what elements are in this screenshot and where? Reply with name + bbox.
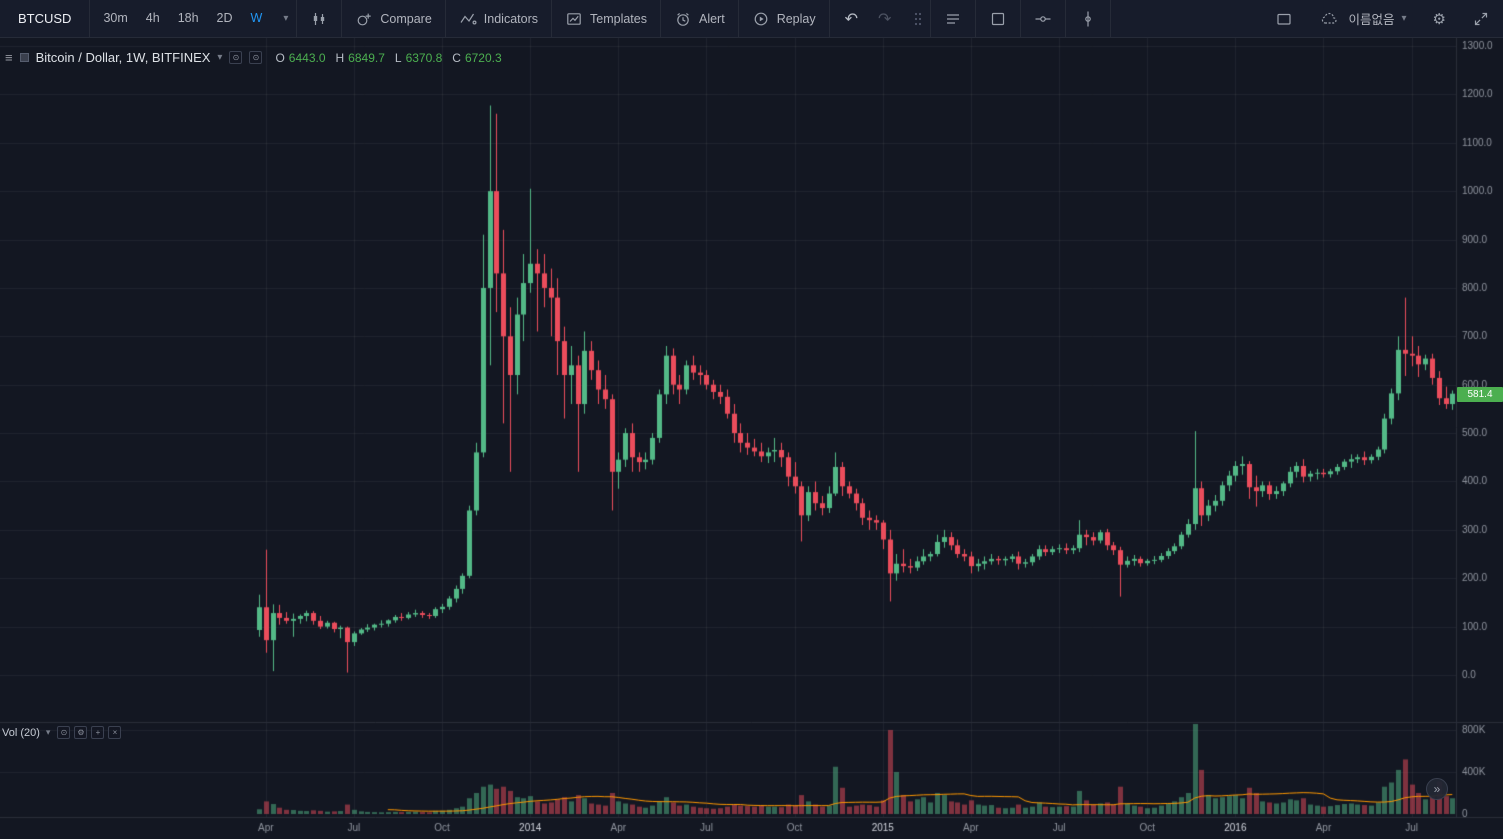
legend-menu-icon[interactable]: ≡ <box>5 50 13 65</box>
toolbar-divider <box>89 0 91 37</box>
alert-label: Alert <box>698 11 725 26</box>
toolbar-drag-handle[interactable] <box>906 0 930 37</box>
toolbar-divider <box>975 0 977 37</box>
replay-label: Replay <box>776 11 816 26</box>
close-value: 6720.3 <box>464 50 502 65</box>
templates-label: Templates <box>590 11 647 26</box>
replay-icon <box>754 12 768 25</box>
interval-button[interactable]: 18h <box>169 0 208 37</box>
layout-name-label: 이름없음 <box>1348 13 1395 27</box>
redo-button[interactable]: ↷ <box>869 9 900 29</box>
rectangle-icon <box>992 12 1005 25</box>
volume-study-title[interactable]: Vol (20) <box>2 726 40 739</box>
toolbar-right-group: 이름없음 ▾ ⚙ <box>1262 0 1503 37</box>
replay-button[interactable]: Replay <box>739 0 829 37</box>
close-icon[interactable]: × <box>108 726 122 739</box>
panel-rows-button[interactable] <box>931 0 975 37</box>
toolbar-divider <box>1110 0 1112 37</box>
series-icon <box>19 53 29 62</box>
scroll-to-end-button[interactable]: » <box>1426 778 1448 800</box>
toolbar-divider <box>737 0 739 37</box>
plus-icon[interactable]: + <box>91 726 105 739</box>
grip-dots-icon <box>915 12 922 25</box>
cloud-icon <box>1321 12 1337 24</box>
indicators-icon <box>460 13 477 25</box>
high-value: 6849.7 <box>348 50 385 65</box>
close-label: C <box>452 50 461 65</box>
frame-icon <box>1276 13 1291 25</box>
cloud-save-button[interactable] <box>1306 0 1345 37</box>
candles-icon <box>314 12 325 25</box>
dot-toggle-icon[interactable]: ⊙ <box>249 51 263 64</box>
alert-button[interactable]: Alert <box>661 0 738 37</box>
toolbar-divider <box>1065 0 1067 37</box>
interval-button[interactable]: 30m <box>94 0 136 37</box>
open-label: O <box>275 50 285 65</box>
series-title[interactable]: Bitcoin / Dollar, 1W, BITFINEX <box>35 50 211 65</box>
toolbar-divider <box>930 0 932 37</box>
low-value: 6370.8 <box>405 50 443 65</box>
toolbar-divider <box>551 0 552 37</box>
high-label: H <box>335 50 345 65</box>
toolbar-divider <box>341 0 343 37</box>
symbol-label: BTCUSD <box>18 11 72 26</box>
toolbar-divider <box>828 0 830 37</box>
chart-style-button[interactable] <box>297 0 341 37</box>
compare-button[interactable]: Compare <box>342 0 444 37</box>
interval-button[interactable]: 2D <box>208 0 242 37</box>
screenshot-button[interactable] <box>1262 0 1306 37</box>
compare-icon <box>357 13 372 25</box>
interval-button[interactable]: 4h <box>137 0 169 37</box>
gear-icon[interactable]: ⚙ <box>74 726 88 739</box>
layout-caret-icon: ▾ <box>1401 13 1407 24</box>
eye-icon[interactable]: ⊙ <box>229 51 243 64</box>
templates-icon <box>567 12 581 25</box>
line-marker-icon <box>1035 15 1051 22</box>
gear-icon: ⚙ <box>1432 10 1446 28</box>
indicators-button[interactable]: Indicators <box>446 0 551 37</box>
toolbar-divider <box>1020 0 1022 37</box>
chart-settings-button[interactable]: ⚙ <box>1420 0 1459 37</box>
toolbar-divider <box>444 0 446 37</box>
low-label: L <box>394 50 402 65</box>
price-chart-canvas[interactable] <box>0 38 1503 839</box>
rectangle-tool-button[interactable] <box>976 0 1020 37</box>
vertical-line-tool-button[interactable] <box>1066 0 1110 37</box>
rows-icon <box>947 13 960 24</box>
fullscreen-icon <box>1474 12 1488 25</box>
layout-name-dropdown[interactable]: 이름없음 ▾ <box>1345 0 1420 37</box>
alert-clock-icon <box>677 12 689 26</box>
toolbar-divider <box>659 0 661 37</box>
volume-legend: Vol (20) ▾ ⊙ ⚙ + × <box>2 726 122 739</box>
history-group: ↶ ↷ <box>830 0 907 37</box>
ohlc-values: O 6443.0 H 6849.7 L 6370.8 C 6720.3 <box>275 51 507 65</box>
eye-icon[interactable]: ⊙ <box>57 726 71 739</box>
open-value: 6443.0 <box>288 50 326 65</box>
chevron-down-icon[interactable]: ▾ <box>45 727 51 737</box>
chevron-down-icon[interactable]: ▾ <box>217 52 223 63</box>
templates-button[interactable]: Templates <box>552 0 660 37</box>
toolbar-divider <box>296 0 298 37</box>
top-toolbar: BTCUSD 30m 4h 18h 2D W ▾ Compare <box>0 0 1503 38</box>
vertical-line-icon <box>1085 11 1092 26</box>
chart-area: ≡ Bitcoin / Dollar, 1W, BITFINEX ▾ ⊙ ⊙ O… <box>0 38 1503 839</box>
interval-menu-caret[interactable]: ▾ <box>275 0 296 37</box>
horizontal-line-tool-button[interactable] <box>1021 0 1065 37</box>
symbol-button[interactable]: BTCUSD <box>0 0 89 37</box>
undo-button[interactable]: ↶ <box>836 9 867 29</box>
interval-group: 30m 4h 18h 2D W <box>90 0 275 37</box>
interval-button[interactable]: W <box>242 0 272 37</box>
chart-legend: ≡ Bitcoin / Dollar, 1W, BITFINEX ▾ ⊙ ⊙ O… <box>5 50 508 65</box>
fullscreen-button[interactable] <box>1459 0 1503 37</box>
indicators-label: Indicators <box>483 11 538 26</box>
last-price-label: 581.4 <box>1457 386 1503 402</box>
compare-label: Compare <box>380 11 432 26</box>
